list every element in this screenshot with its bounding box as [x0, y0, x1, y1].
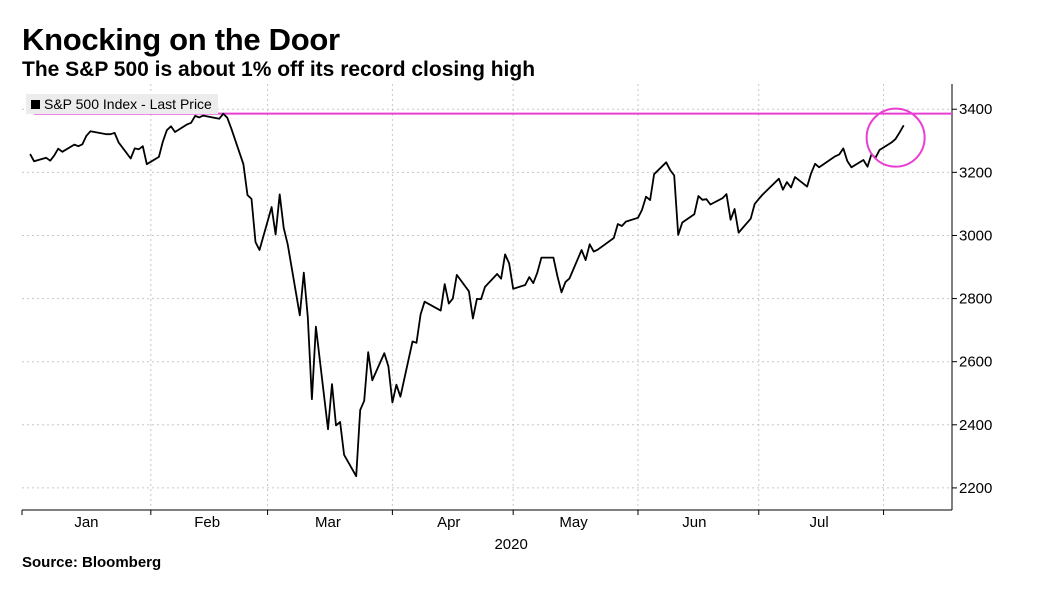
series-line-sp500: [29, 112, 905, 478]
chart-legend: S&P 500 Index - Last Price: [26, 94, 218, 114]
x-tick-label: Jun: [682, 514, 706, 531]
x-tick-label: Feb: [194, 514, 220, 531]
legend-label: S&P 500 Index - Last Price: [44, 96, 212, 112]
x-tick-label: Mar: [315, 514, 341, 531]
chart-title: Knocking on the Door: [22, 22, 340, 57]
x-tick-label: May: [559, 514, 588, 531]
y-tick-label: 3200: [959, 164, 992, 181]
x-axis-title: 2020: [494, 536, 527, 553]
x-tick-label: Jan: [74, 514, 98, 531]
legend-swatch: [31, 99, 40, 109]
y-tick-label: 3400: [959, 101, 992, 118]
source-note: Source: Bloomberg: [22, 554, 162, 571]
chart-subtitle: The S&P 500 is about 1% off its record c…: [22, 58, 536, 81]
y-tick-label: 2400: [959, 417, 992, 434]
y-tick-label: 2200: [959, 480, 992, 497]
highlight-circle: [865, 107, 926, 168]
y-tick-label: 2800: [959, 291, 992, 308]
y-tick-label: 2600: [959, 354, 992, 371]
x-tick-label: Apr: [437, 514, 460, 531]
x-tick-label: Jul: [810, 514, 829, 531]
y-tick-label: 3000: [959, 227, 992, 244]
